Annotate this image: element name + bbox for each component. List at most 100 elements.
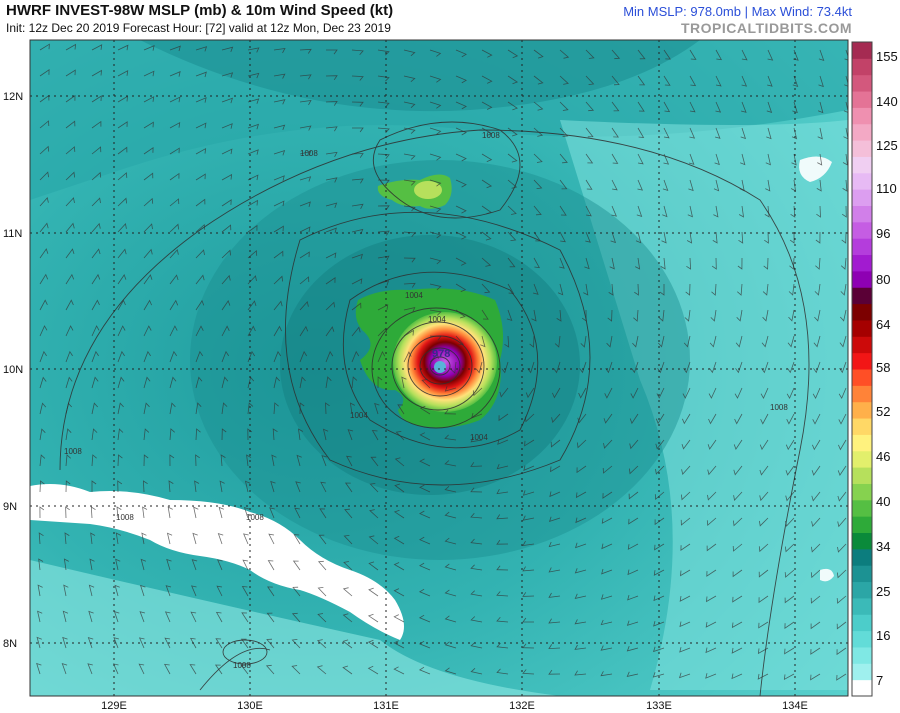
wind-barb bbox=[734, 413, 743, 425]
wind-barb bbox=[351, 178, 364, 184]
wind-barb bbox=[455, 75, 467, 84]
wind-barb bbox=[786, 413, 795, 425]
wind-barb bbox=[216, 585, 223, 597]
wind-barb bbox=[87, 636, 94, 649]
wind-barb bbox=[143, 428, 150, 441]
map-subtitle: Init: 12z Dec 20 2019 Forecast Hour: [72… bbox=[6, 21, 391, 35]
wind-barb bbox=[507, 179, 518, 189]
wind-barb bbox=[189, 637, 197, 649]
wind-barb bbox=[270, 480, 276, 493]
wind-barb bbox=[682, 387, 691, 399]
wind-barb bbox=[585, 231, 591, 243]
wind-barb bbox=[444, 589, 457, 597]
wind-barb bbox=[611, 127, 619, 138]
wind-barb bbox=[764, 231, 769, 244]
wind-barb bbox=[657, 361, 665, 374]
wind-barb bbox=[585, 153, 594, 164]
wind-barb bbox=[507, 101, 518, 111]
wind-barb bbox=[559, 75, 569, 85]
wind-barb bbox=[496, 565, 509, 571]
wind-barb bbox=[143, 454, 149, 467]
wind-barb bbox=[292, 586, 301, 597]
wind-barb bbox=[221, 72, 234, 78]
wind-barb bbox=[115, 558, 121, 571]
wind-barb bbox=[143, 223, 153, 233]
wind-barb bbox=[481, 75, 493, 84]
wind-barb bbox=[418, 666, 431, 675]
wind-barb bbox=[654, 517, 665, 526]
wind-barb bbox=[533, 153, 543, 163]
wind-barb bbox=[169, 325, 178, 337]
wind-barb bbox=[585, 127, 594, 138]
wind-barb bbox=[273, 376, 280, 389]
wind-barb bbox=[316, 639, 327, 649]
wind-barb bbox=[444, 486, 457, 493]
wind-barb bbox=[168, 480, 174, 493]
wind-barb bbox=[629, 439, 639, 450]
wind-barb bbox=[117, 428, 124, 441]
wind-barb bbox=[763, 257, 769, 270]
wind-barb bbox=[117, 299, 126, 311]
wind-barb bbox=[600, 619, 613, 626]
wind-barb bbox=[602, 465, 613, 474]
colorbar-swatch bbox=[852, 548, 872, 566]
wind-barb bbox=[221, 199, 232, 207]
wind-barb bbox=[637, 75, 646, 86]
contour-label: 1004 bbox=[470, 433, 488, 442]
lon-label: 132E bbox=[509, 700, 535, 712]
wind-barb bbox=[609, 257, 615, 270]
lat-label: 9N bbox=[3, 501, 17, 513]
wind-barb bbox=[784, 621, 795, 629]
wind-barb bbox=[522, 540, 535, 547]
wind-barb bbox=[418, 588, 431, 597]
colorbar-swatch bbox=[852, 238, 872, 256]
wind-barb bbox=[548, 592, 561, 598]
wind-barb bbox=[296, 454, 302, 467]
wind-barb bbox=[65, 480, 71, 493]
wind-barb bbox=[662, 179, 669, 192]
wind-barb bbox=[611, 153, 619, 164]
wind-barb bbox=[811, 517, 821, 528]
wind-barb bbox=[377, 280, 390, 286]
wind-barb bbox=[117, 197, 127, 207]
wind-barb bbox=[507, 75, 519, 85]
wind-band-north bbox=[30, 40, 848, 200]
wind-barb bbox=[548, 644, 561, 650]
wind-barb bbox=[635, 257, 641, 270]
wind-barb bbox=[581, 309, 587, 322]
wind-barb bbox=[843, 127, 848, 140]
wind-barb bbox=[418, 614, 431, 623]
wind-barb bbox=[265, 664, 275, 675]
wind-barb bbox=[553, 361, 561, 374]
wind-barb bbox=[790, 205, 796, 218]
wind-barb bbox=[600, 594, 613, 600]
lon-label: 134E bbox=[782, 700, 808, 712]
wind-barb bbox=[374, 402, 380, 415]
wind-barb bbox=[266, 638, 275, 649]
wind-barb bbox=[394, 457, 405, 467]
wind-barb bbox=[273, 275, 283, 285]
wind-barb bbox=[403, 257, 416, 263]
wind-barb bbox=[91, 402, 98, 415]
wind-barb bbox=[215, 611, 223, 623]
wind-barb bbox=[810, 673, 821, 681]
wind-barb bbox=[397, 404, 405, 415]
wind-barb bbox=[403, 75, 416, 83]
wind-barb bbox=[142, 506, 148, 519]
wind-barb bbox=[368, 587, 379, 597]
wind-barb bbox=[195, 71, 207, 78]
wind-barb bbox=[472, 387, 483, 397]
wind-barb bbox=[715, 101, 722, 113]
wind-barb bbox=[90, 532, 96, 545]
wind-barb bbox=[112, 663, 119, 675]
wind-barb bbox=[65, 506, 70, 519]
wind-barb bbox=[842, 179, 848, 192]
wind-barb bbox=[143, 70, 155, 77]
wind-barb bbox=[221, 173, 233, 181]
wind-barb bbox=[39, 273, 49, 285]
wind-barb bbox=[496, 642, 509, 649]
wind-barb bbox=[429, 257, 442, 265]
wind-barb bbox=[470, 642, 483, 649]
wind-barb bbox=[557, 283, 564, 296]
wind-barb bbox=[758, 569, 769, 578]
